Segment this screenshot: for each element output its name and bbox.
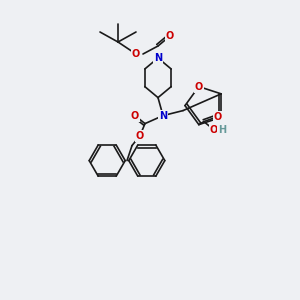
Text: O: O <box>131 111 139 121</box>
Text: N: N <box>154 53 162 63</box>
Text: O: O <box>210 124 218 135</box>
Text: O: O <box>132 49 140 59</box>
Text: O: O <box>166 31 174 41</box>
Text: H: H <box>218 124 226 135</box>
Text: O: O <box>195 82 203 92</box>
Text: N: N <box>159 111 167 121</box>
Text: O: O <box>136 130 144 141</box>
Text: O: O <box>214 112 222 122</box>
